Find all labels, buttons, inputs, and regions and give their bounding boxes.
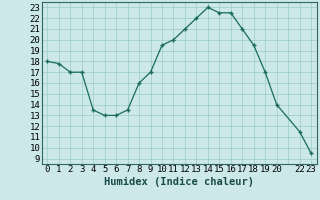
X-axis label: Humidex (Indice chaleur): Humidex (Indice chaleur)	[104, 177, 254, 187]
